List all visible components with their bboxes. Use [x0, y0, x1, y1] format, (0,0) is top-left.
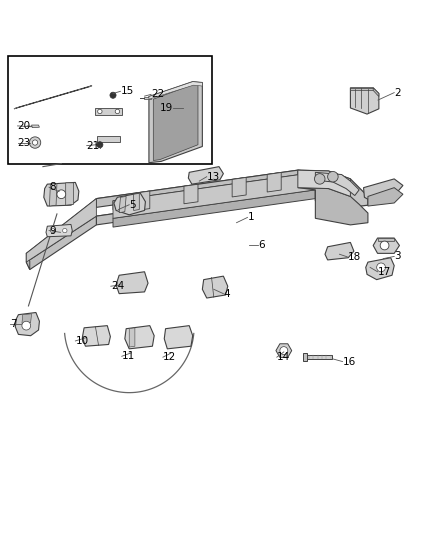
Polygon shape [14, 86, 92, 109]
Circle shape [115, 109, 120, 114]
Text: 23: 23 [18, 138, 31, 148]
Bar [8, 56, 212, 164]
Text: 24: 24 [111, 281, 124, 291]
Text: 4: 4 [223, 289, 230, 298]
Polygon shape [96, 188, 298, 225]
Polygon shape [202, 276, 228, 298]
Text: 3: 3 [394, 252, 401, 261]
Circle shape [63, 229, 67, 233]
Text: 18: 18 [347, 252, 360, 262]
Polygon shape [315, 172, 359, 196]
Polygon shape [96, 170, 315, 201]
Text: 12: 12 [163, 352, 176, 362]
Polygon shape [113, 172, 315, 219]
Circle shape [22, 321, 31, 330]
Polygon shape [15, 312, 39, 336]
Polygon shape [298, 170, 350, 197]
Polygon shape [119, 197, 126, 213]
Text: 7: 7 [10, 319, 17, 329]
Polygon shape [44, 182, 79, 206]
Text: 14: 14 [277, 352, 290, 362]
Text: 22: 22 [151, 90, 164, 99]
Polygon shape [276, 344, 292, 358]
Polygon shape [46, 224, 72, 237]
Circle shape [380, 241, 389, 250]
Polygon shape [66, 183, 74, 205]
Text: 16: 16 [343, 357, 356, 367]
Polygon shape [153, 84, 198, 160]
Text: 5: 5 [129, 200, 136, 210]
Circle shape [57, 190, 66, 199]
Polygon shape [116, 272, 148, 294]
Circle shape [377, 263, 385, 272]
Text: 8: 8 [49, 182, 56, 192]
Polygon shape [350, 88, 379, 114]
Polygon shape [113, 172, 315, 209]
Polygon shape [113, 190, 315, 227]
Polygon shape [184, 184, 198, 204]
Polygon shape [298, 188, 368, 225]
Text: 17: 17 [378, 266, 391, 277]
Text: 19: 19 [160, 103, 173, 113]
Polygon shape [149, 82, 202, 99]
Text: 20: 20 [18, 121, 31, 131]
Polygon shape [373, 88, 379, 96]
Polygon shape [303, 353, 307, 361]
Polygon shape [129, 328, 135, 347]
Polygon shape [82, 326, 110, 346]
Text: 13: 13 [207, 172, 220, 182]
Circle shape [32, 140, 38, 145]
Polygon shape [26, 216, 96, 270]
Polygon shape [325, 243, 354, 260]
Polygon shape [298, 170, 368, 207]
Circle shape [280, 346, 288, 354]
Polygon shape [95, 108, 122, 115]
Polygon shape [149, 82, 202, 163]
Polygon shape [49, 183, 57, 206]
Polygon shape [307, 355, 332, 359]
Polygon shape [232, 177, 246, 197]
Text: 21: 21 [87, 141, 100, 151]
Circle shape [29, 137, 41, 148]
Polygon shape [136, 191, 150, 211]
Polygon shape [350, 88, 373, 91]
Polygon shape [164, 326, 193, 349]
Polygon shape [26, 199, 96, 261]
Polygon shape [26, 199, 96, 262]
Polygon shape [378, 238, 394, 241]
Text: 6: 6 [258, 240, 265, 251]
Polygon shape [188, 167, 223, 184]
Circle shape [50, 229, 55, 233]
Circle shape [97, 142, 103, 148]
Text: 15: 15 [120, 86, 134, 96]
Circle shape [328, 172, 338, 182]
Text: 2: 2 [394, 87, 401, 98]
Text: 1: 1 [247, 213, 254, 222]
Text: 9: 9 [49, 225, 56, 236]
Polygon shape [96, 170, 298, 207]
Polygon shape [368, 188, 403, 206]
Polygon shape [364, 179, 403, 201]
Polygon shape [267, 173, 281, 192]
Circle shape [314, 174, 325, 184]
Polygon shape [97, 136, 120, 142]
Polygon shape [114, 193, 145, 215]
Polygon shape [26, 253, 30, 270]
Polygon shape [134, 193, 139, 211]
Text: 10: 10 [75, 336, 88, 346]
Polygon shape [125, 326, 154, 349]
Polygon shape [32, 125, 39, 128]
Polygon shape [144, 96, 151, 99]
Polygon shape [96, 188, 315, 219]
Circle shape [98, 109, 102, 114]
Polygon shape [366, 258, 394, 280]
Polygon shape [373, 238, 399, 253]
Text: 11: 11 [122, 351, 135, 361]
Circle shape [110, 92, 116, 98]
Polygon shape [22, 314, 32, 324]
